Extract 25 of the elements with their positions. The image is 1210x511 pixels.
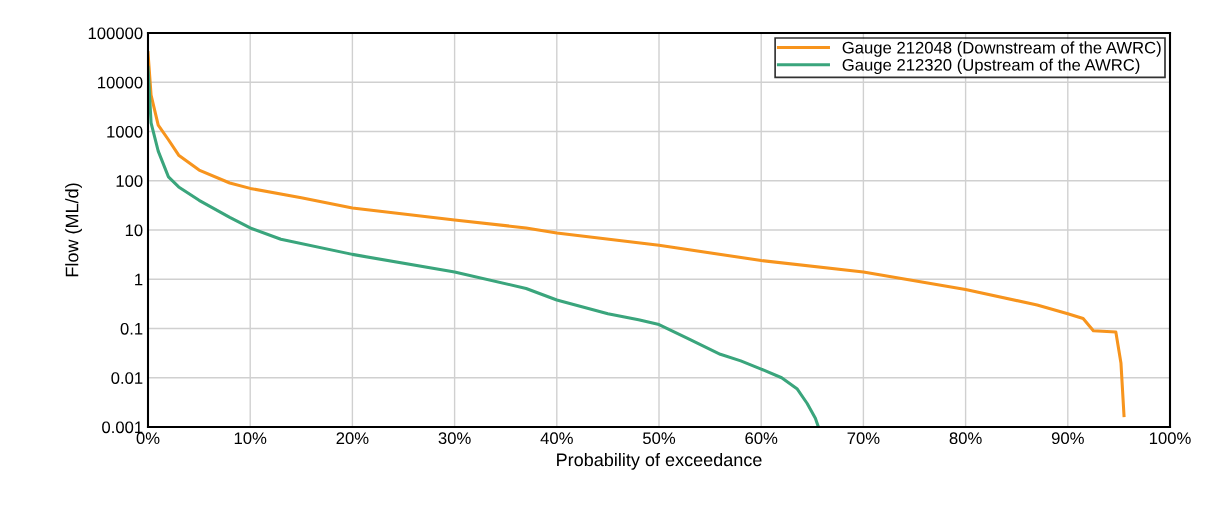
y-tick-label: 10000 (98, 76, 143, 89)
y-tick-label: 1 (135, 273, 143, 286)
y-tick-label: 0.01 (111, 372, 143, 384)
line-series (148, 65, 820, 427)
y-tick-label: 10 (125, 224, 143, 237)
x-tick-label: 30% (438, 432, 471, 445)
y-tick-label: 0.1 (120, 322, 143, 335)
x-tick-label: 50% (642, 432, 676, 445)
x-tick-label: 10% (234, 432, 267, 445)
x-tick-label: 100% (1149, 432, 1191, 445)
legend-label: Gauge 212048 (Downstream of the AWRC) (842, 41, 1161, 57)
x-axis-title: Probability of exceedance (557, 452, 762, 470)
x-tick-label: 20% (336, 432, 369, 445)
x-tick-label: 60% (745, 432, 778, 445)
x-tick-label: 40% (540, 432, 573, 445)
x-tick-label: 70% (847, 432, 880, 445)
y-tick-label: 100000 (88, 27, 143, 40)
y-tick-label: 0.001 (102, 421, 143, 434)
legend-label: Gauge 212320 (Upstream of the AWRC) (842, 58, 1140, 75)
y-tick-label: 1000 (107, 125, 143, 138)
x-tick-label: 0% (136, 432, 160, 445)
x-tick-label: 80% (949, 432, 982, 445)
x-tick-label: 90% (1051, 432, 1084, 445)
y-axis-title: Flow (ML/d) (65, 183, 82, 277)
y-tick-label: 100 (116, 175, 143, 187)
